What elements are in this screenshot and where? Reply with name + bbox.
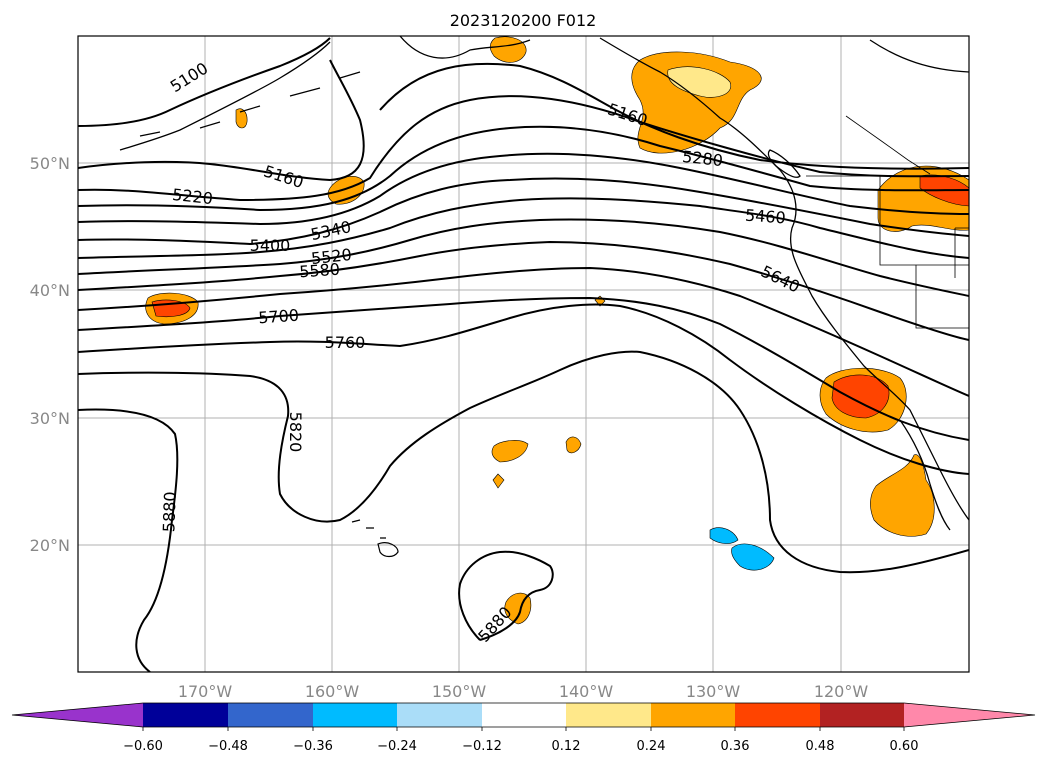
anomaly-patch-baja	[870, 454, 935, 537]
anomaly-patch-neg2	[731, 543, 775, 571]
colorbar-tick: −0.60	[123, 739, 163, 754]
graticule	[78, 36, 969, 672]
lat-label-30n: 30°N	[30, 409, 70, 428]
contour-5640	[78, 266, 969, 397]
contour-5760	[78, 303, 969, 475]
colorbar-tick: 0.60	[890, 739, 919, 754]
coastline-hudson	[869, 39, 969, 73]
contour-5700	[78, 296, 969, 441]
contour-5220	[78, 95, 969, 202]
anomaly-patch-bc	[667, 66, 732, 98]
anomaly-patch-neg1	[709, 527, 739, 544]
anomaly-patch-gulf-alaska	[631, 51, 762, 154]
contour-label-5700: 5700	[258, 306, 300, 328]
contour-5340	[78, 152, 969, 226]
contour-5400	[78, 177, 969, 246]
contour-5820	[78, 350, 969, 574]
map-title: 2023120200 F012	[450, 11, 597, 30]
contour-label-5220: 5220	[171, 185, 213, 208]
contour-label-5580: 5580	[299, 260, 341, 282]
coastlines	[119, 36, 969, 531]
contour-5520	[78, 218, 969, 297]
islands	[139, 71, 399, 558]
colorbar-ticks: −0.60 −0.48 −0.36 −0.24 −0.12 0.12 0.24 …	[123, 739, 918, 754]
colorbar-segment	[735, 703, 820, 727]
map-frame	[77, 35, 970, 673]
coastline-alaska-north	[399, 36, 531, 59]
colorbar-segment	[482, 703, 566, 727]
contour-5160-east	[379, 62, 969, 170]
coastline-vancouver-island	[767, 149, 801, 178]
colorbar-segment	[143, 703, 228, 727]
coastline-alaska-peninsula	[119, 41, 331, 151]
colorbar-tick: 0.36	[721, 739, 750, 754]
lon-label-170w: 170°W	[178, 682, 233, 701]
anomaly-patch-small1	[235, 108, 248, 129]
colorbar-tick-marks	[142, 727, 905, 731]
island-aleutians	[139, 71, 361, 137]
contour-5580	[78, 240, 969, 341]
colorbar-segment	[397, 703, 482, 727]
map-area: 5100 5160 5220 5160 5280 5340 5400 5460 …	[78, 36, 969, 672]
colorbar-segment	[228, 703, 313, 727]
contour-5160-west	[78, 59, 365, 182]
coastline-baja	[899, 419, 951, 531]
lon-label-120w: 120°W	[814, 682, 869, 701]
lon-label-160w: 160°W	[305, 682, 360, 701]
height-contours	[78, 37, 969, 672]
contour-label-5280: 5280	[681, 147, 723, 170]
contour-label-5520: 5520	[310, 245, 352, 268]
coastline-north-america	[599, 37, 969, 521]
border-states-3	[954, 227, 969, 278]
contour-5880-west	[78, 408, 179, 672]
colorbar-tick: −0.24	[377, 739, 417, 754]
contour-5100	[78, 37, 331, 127]
contour-5880-south	[458, 550, 554, 641]
colorbar-tick: −0.12	[462, 739, 502, 754]
anomaly-patch-mid1	[491, 440, 529, 463]
shaded-anomalies	[145, 36, 969, 625]
lat-label-50n: 50°N	[30, 154, 70, 173]
contour-5280	[78, 125, 969, 212]
lon-label-130w: 130°W	[686, 682, 741, 701]
border-bc	[845, 115, 931, 175]
colorbar-right-extension	[904, 703, 1035, 727]
border-states-1	[879, 176, 969, 266]
contour-label-5400: 5400	[250, 236, 291, 255]
lat-label-20n: 20°N	[30, 536, 70, 555]
island-hawaii-small	[351, 519, 386, 539]
anomaly-patch-mid2	[565, 436, 582, 454]
colorbar-left-extension	[12, 703, 143, 727]
colorbar-tick: 0.24	[637, 739, 666, 754]
colorbar-tick: −0.48	[208, 739, 248, 754]
contour-label-5760: 5760	[325, 333, 366, 352]
colorbar-tick: 0.12	[552, 739, 581, 754]
colorbar-segment	[820, 703, 904, 727]
contour-label-5460: 5460	[744, 206, 786, 228]
contour-label-5880-west: 5880	[159, 491, 179, 532]
colorbar-tick: 0.48	[806, 739, 835, 754]
longitude-labels: 170°W 160°W 150°W 140°W 130°W 120°W	[178, 682, 869, 701]
anomaly-patch-socal-core	[831, 374, 890, 419]
border-states-2	[915, 265, 969, 329]
lat-label-40n: 40°N	[30, 281, 70, 300]
lon-label-150w: 150°W	[432, 682, 487, 701]
contour-label-5820: 5820	[286, 412, 305, 453]
colorbar-segment	[651, 703, 735, 727]
colorbar-segment	[313, 703, 397, 727]
island-hawaii-big	[377, 542, 399, 558]
lon-label-140w: 140°W	[559, 682, 614, 701]
contour-5460	[78, 197, 969, 259]
colorbar-tick: −0.36	[293, 739, 333, 754]
anomaly-patch-mid3	[492, 473, 505, 489]
colorbar-segment	[566, 703, 651, 727]
latitude-labels: 50°N 40°N 30°N 20°N	[30, 154, 70, 555]
colorbar: −0.60 −0.48 −0.36 −0.24 −0.12 0.12 0.24 …	[11, 702, 1036, 754]
